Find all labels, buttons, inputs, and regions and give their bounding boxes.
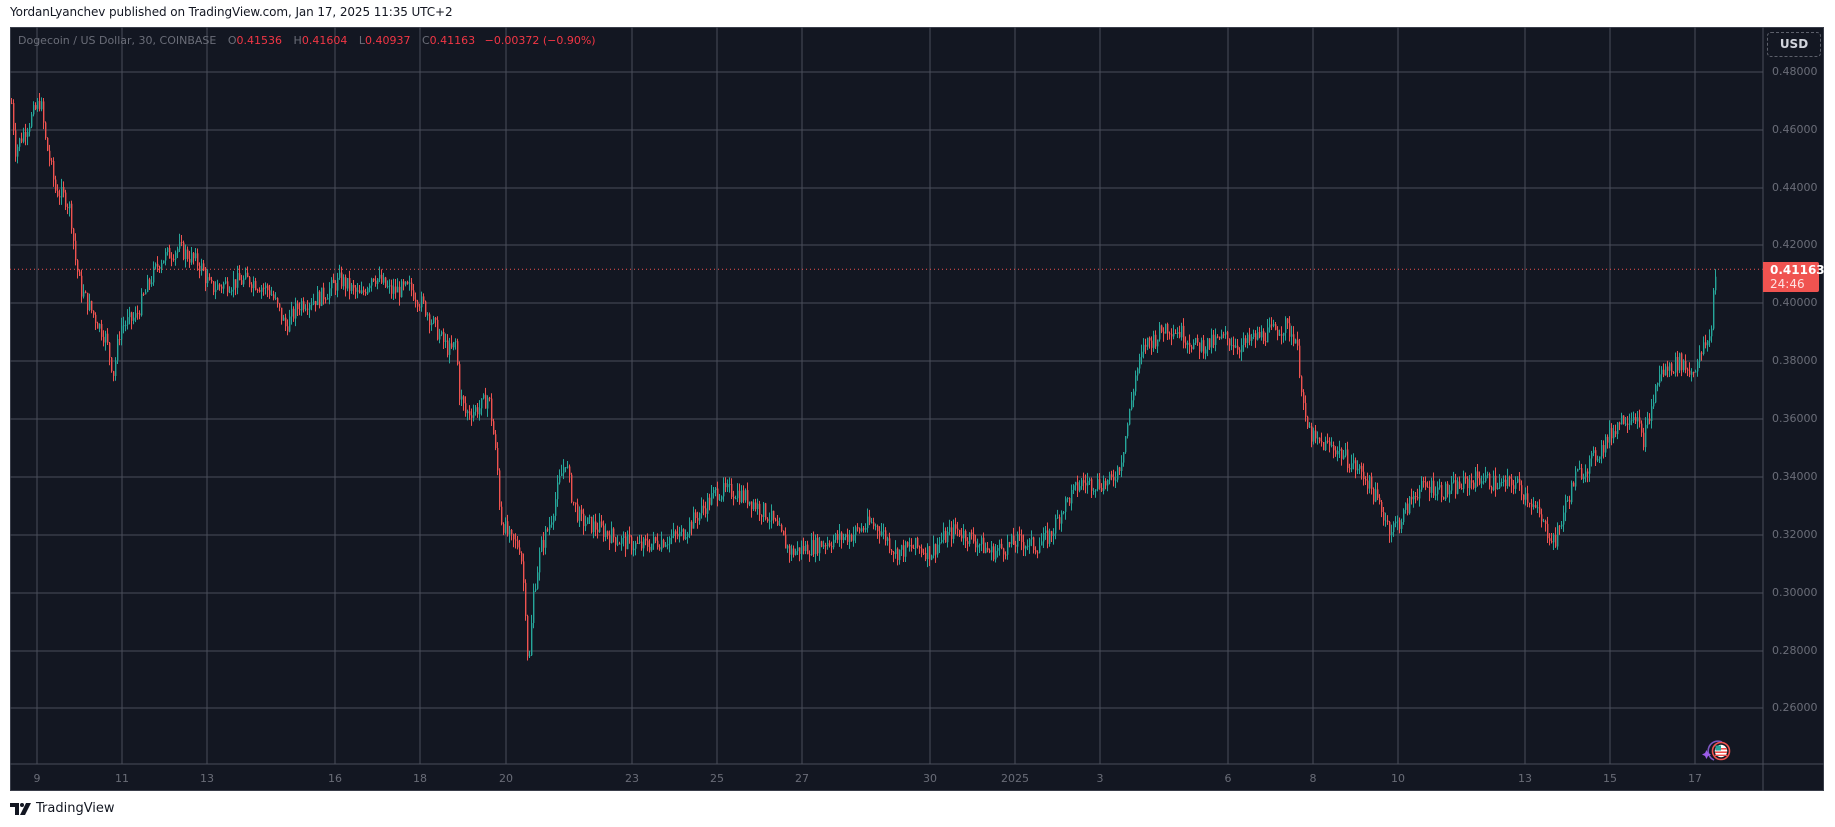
currency-button[interactable]: USD xyxy=(1767,32,1821,57)
time-axis-label: 15 xyxy=(1603,772,1617,785)
tradingview-brand: TradingView xyxy=(10,801,115,816)
candlestick-series xyxy=(11,92,1717,661)
low-label: L xyxy=(358,34,365,47)
price-axis-label: 0.34000 xyxy=(1772,470,1818,483)
time-axis-label: 30 xyxy=(923,772,937,785)
time-axis-label: 13 xyxy=(200,772,214,785)
bar-countdown: 24:46 xyxy=(1770,277,1805,291)
open-value: 0.41536 xyxy=(236,34,283,47)
time-axis-label: 10 xyxy=(1391,772,1405,785)
tradingview-logo-icon xyxy=(10,802,31,815)
time-axis-label: 11 xyxy=(115,772,129,785)
open-label: O xyxy=(227,34,237,47)
low-value: 0.40937 xyxy=(364,34,411,47)
high-label: H xyxy=(293,34,302,47)
change-value: −0.00372 (−0.90%) xyxy=(484,34,596,47)
time-axis-label: 8 xyxy=(1309,772,1317,785)
time-axis-label: 20 xyxy=(499,772,513,785)
time-axis-label: 9 xyxy=(33,772,41,785)
time-axis-label: 2025 xyxy=(1001,772,1029,785)
close-value: 0.41163 xyxy=(429,34,476,47)
time-axis-label: 27 xyxy=(795,772,809,785)
price-axis-label: 0.38000 xyxy=(1772,354,1818,367)
time-axis-label: 25 xyxy=(710,772,724,785)
chart-panel[interactable] xyxy=(10,27,1824,791)
time-axis-label: 23 xyxy=(625,772,639,785)
time-axis-label: 16 xyxy=(328,772,342,785)
high-value: 0.41604 xyxy=(301,34,348,47)
time-axis-label: 17 xyxy=(1688,772,1702,785)
time-axis-label: 6 xyxy=(1224,772,1232,785)
price-axis-label: 0.28000 xyxy=(1772,644,1818,657)
price-axis-label: 0.42000 xyxy=(1772,238,1818,251)
economic-event-flag-icon[interactable] xyxy=(1700,739,1732,763)
last-price-value: 0.41163 xyxy=(1770,263,1825,277)
price-axis-label: 0.26000 xyxy=(1772,701,1818,714)
time-axis-label: 13 xyxy=(1518,772,1532,785)
price-axis-label: 0.36000 xyxy=(1772,412,1818,425)
brand-name: TradingView xyxy=(36,801,115,816)
chart-grid xyxy=(10,27,1763,764)
time-axis-label: 18 xyxy=(413,772,427,785)
price-axis-label: 0.46000 xyxy=(1772,123,1818,136)
symbol-name: Dogecoin / US Dollar, 30, COINBASE xyxy=(18,34,217,47)
time-axis-label: 3 xyxy=(1096,772,1104,785)
price-axis-label: 0.32000 xyxy=(1772,528,1818,541)
price-axis-label: 0.30000 xyxy=(1772,586,1818,599)
price-axis-label: 0.48000 xyxy=(1772,65,1818,78)
last-price-tag: 0.41163 24:46 xyxy=(1763,262,1825,292)
close-label: C xyxy=(421,34,430,47)
price-axis-label: 0.44000 xyxy=(1772,181,1818,194)
symbol-legend: Dogecoin / US Dollar, 30, COINBASE O0.41… xyxy=(18,34,596,47)
publish-attribution: YordanLyanchev published on TradingView.… xyxy=(10,5,453,19)
price-axis-label: 0.40000 xyxy=(1772,296,1818,309)
